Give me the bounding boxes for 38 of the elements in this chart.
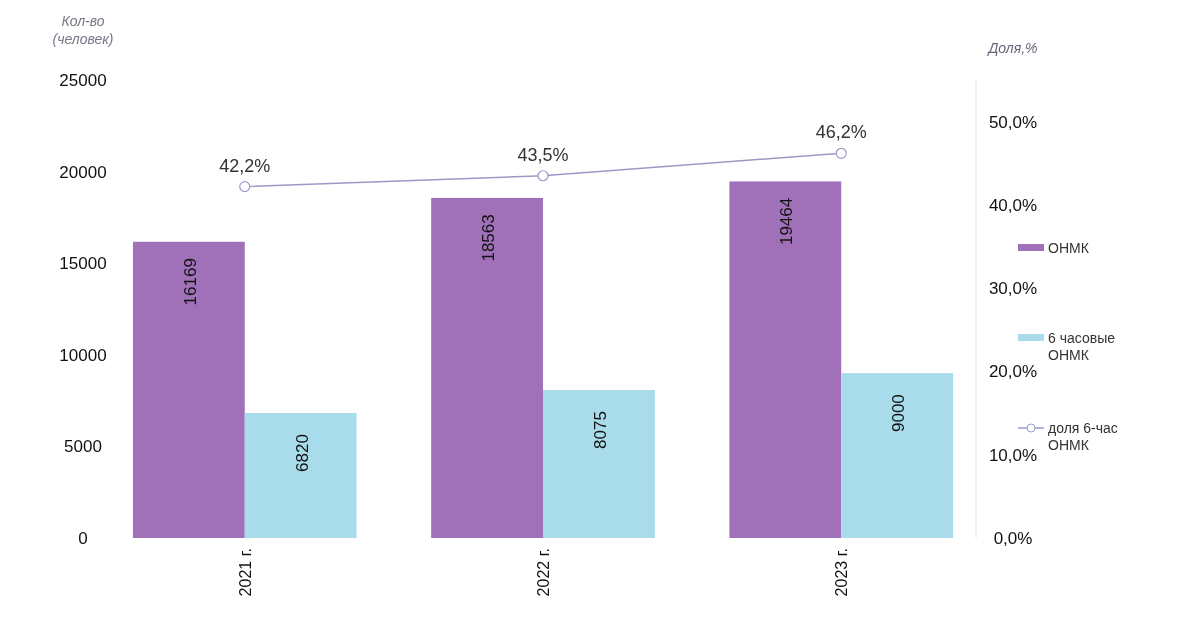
point — [239, 180, 251, 193]
y-tick-label: 25000 — [59, 71, 107, 90]
y2-axis-title: Доля,% — [986, 40, 1038, 56]
data-label: 16169 — [180, 258, 200, 306]
y-tick-label: 20000 — [59, 162, 107, 182]
y-axis-title: Кол-во (человек) — [52, 13, 114, 47]
y-tick-label: 0 — [78, 529, 88, 548]
y-tick-label: 10000 — [59, 345, 107, 365]
point — [537, 170, 549, 182]
bar — [543, 390, 655, 538]
data-label: 46,2% — [815, 122, 867, 143]
legend-label: ОНМК — [1048, 240, 1090, 256]
y2-tick-label: 50,0% — [988, 112, 1038, 132]
legend-label: 6 часовые ОНМК — [1048, 330, 1116, 363]
bar — [244, 413, 357, 538]
data-label: 18563 — [479, 214, 499, 262]
x-tick-label: 2022 г. — [535, 548, 552, 597]
data-label: 43,5% — [517, 144, 569, 165]
y2-tick-label: 40,0% — [988, 195, 1038, 215]
y-tick-label: 15000 — [59, 254, 107, 274]
y2-tick-label: 30,0% — [988, 279, 1038, 299]
y-tick-label: 5000 — [64, 437, 102, 457]
y2-tick-label: 0,0% — [993, 529, 1033, 548]
legend-label: доля 6-час ОНМК — [1048, 420, 1118, 453]
data-label: 42,2% — [219, 155, 271, 176]
data-label: 19464 — [777, 197, 797, 246]
bar — [132, 241, 245, 538]
y2-tick-label: 20,0% — [988, 362, 1038, 382]
y2-tick-label: 10,0% — [988, 445, 1038, 465]
bar — [841, 373, 954, 538]
data-label: 6820 — [292, 434, 312, 472]
bar — [729, 181, 842, 538]
x-tick-label: 2023 г. — [833, 548, 851, 597]
point — [835, 147, 847, 159]
bar — [431, 197, 543, 538]
data-label: 9000 — [889, 394, 909, 433]
data-label: 8075 — [590, 411, 610, 449]
x-tick-label: 2021 г. — [236, 548, 254, 597]
